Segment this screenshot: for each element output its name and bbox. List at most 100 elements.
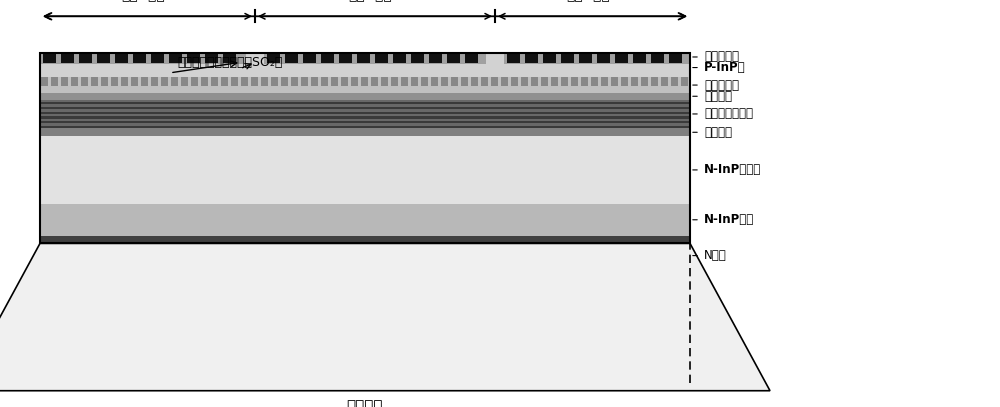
- Bar: [101, 77, 108, 86]
- Bar: [40, 105, 690, 107]
- Bar: [311, 77, 318, 86]
- Bar: [447, 53, 460, 63]
- Bar: [40, 128, 690, 136]
- Bar: [429, 53, 442, 63]
- Bar: [511, 77, 518, 86]
- Bar: [40, 114, 690, 116]
- Bar: [40, 77, 690, 93]
- Bar: [133, 53, 146, 63]
- Text: N-InP缓冲层: N-InP缓冲层: [704, 164, 761, 176]
- Bar: [91, 77, 98, 86]
- Bar: [40, 116, 690, 119]
- Bar: [461, 77, 468, 86]
- Bar: [551, 77, 558, 86]
- Bar: [681, 77, 688, 86]
- Bar: [40, 64, 690, 77]
- Text: P-InP层: P-InP层: [704, 61, 746, 74]
- Text: 第三P电极L: 第三P电极L: [566, 0, 619, 1]
- Bar: [541, 77, 548, 86]
- Bar: [339, 53, 352, 63]
- Bar: [246, 53, 264, 64]
- Bar: [261, 77, 268, 86]
- Bar: [223, 53, 236, 63]
- Text: 高增透膜: 高增透膜: [347, 400, 383, 407]
- Bar: [40, 112, 690, 114]
- Bar: [597, 53, 610, 63]
- Bar: [669, 53, 682, 63]
- Bar: [504, 53, 690, 64]
- Text: 多量子阱有源层: 多量子阱有源层: [704, 107, 753, 120]
- Bar: [241, 77, 248, 86]
- Bar: [441, 77, 448, 86]
- Bar: [561, 77, 568, 86]
- Text: 使电极与脊条电隔离的SO₂层: 使电极与脊条电隔离的SO₂层: [177, 56, 283, 69]
- Bar: [40, 100, 690, 102]
- Bar: [161, 77, 168, 86]
- Bar: [51, 77, 58, 86]
- Bar: [40, 236, 690, 243]
- Bar: [40, 53, 690, 243]
- Bar: [40, 204, 690, 236]
- Bar: [331, 77, 338, 86]
- Bar: [321, 53, 334, 63]
- Bar: [591, 77, 598, 86]
- Bar: [303, 53, 316, 63]
- Bar: [341, 77, 348, 86]
- Text: 欧姆接触层: 欧姆接触层: [704, 50, 739, 63]
- Bar: [40, 136, 690, 204]
- Bar: [40, 107, 690, 109]
- Bar: [351, 77, 358, 86]
- Bar: [201, 77, 208, 86]
- Bar: [81, 77, 88, 86]
- Bar: [40, 102, 690, 105]
- Bar: [471, 77, 478, 86]
- Bar: [375, 53, 388, 63]
- Bar: [411, 53, 424, 63]
- Bar: [431, 77, 438, 86]
- Bar: [40, 123, 690, 126]
- Bar: [111, 77, 118, 86]
- Bar: [611, 77, 618, 86]
- Bar: [40, 126, 690, 128]
- Bar: [381, 77, 388, 86]
- Bar: [41, 77, 48, 86]
- Bar: [231, 77, 238, 86]
- Text: N电极: N电极: [704, 249, 727, 262]
- Bar: [401, 77, 408, 86]
- Bar: [501, 77, 508, 86]
- Bar: [361, 77, 368, 86]
- Bar: [40, 93, 690, 100]
- Bar: [641, 77, 648, 86]
- Bar: [171, 77, 178, 86]
- Bar: [40, 119, 690, 121]
- Bar: [357, 53, 370, 63]
- Bar: [671, 77, 678, 86]
- Bar: [221, 77, 228, 86]
- Bar: [40, 53, 690, 64]
- Bar: [285, 53, 298, 63]
- Bar: [61, 77, 68, 86]
- Text: 中间P电极L: 中间P电极L: [349, 0, 401, 1]
- Bar: [411, 77, 418, 86]
- Bar: [661, 77, 668, 86]
- Bar: [571, 77, 578, 86]
- Bar: [40, 109, 690, 112]
- Bar: [151, 77, 158, 86]
- Bar: [131, 77, 138, 86]
- Bar: [281, 77, 288, 86]
- Text: 上限制层: 上限制层: [704, 90, 732, 103]
- Bar: [561, 53, 574, 63]
- Bar: [391, 77, 398, 86]
- Text: 第一P电极L: 第一P电极L: [121, 0, 174, 1]
- Bar: [371, 77, 378, 86]
- Polygon shape: [0, 243, 770, 391]
- Bar: [579, 53, 592, 63]
- Bar: [191, 77, 198, 86]
- Bar: [79, 53, 92, 63]
- Bar: [507, 53, 520, 63]
- Bar: [465, 53, 478, 63]
- Bar: [43, 53, 56, 63]
- Bar: [451, 77, 458, 86]
- Bar: [205, 53, 218, 63]
- Bar: [97, 53, 110, 63]
